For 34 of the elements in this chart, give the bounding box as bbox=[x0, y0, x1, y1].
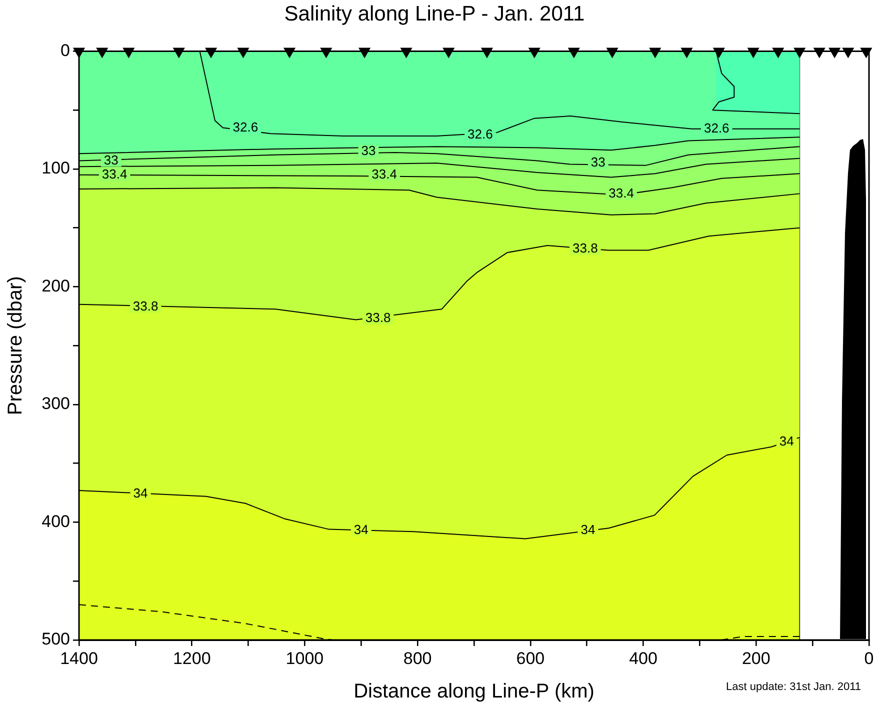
y-tick-label: 100 bbox=[42, 158, 70, 178]
y-tick-label: 400 bbox=[42, 512, 70, 531]
x-tick-label: 200 bbox=[742, 648, 770, 668]
x-tick-label: 800 bbox=[403, 648, 432, 668]
annotation: 33.4 bbox=[608, 185, 634, 200]
annotation: 34 bbox=[354, 522, 368, 538]
y-tick-label: 200 bbox=[42, 276, 70, 296]
y-tick-label: 300 bbox=[42, 394, 70, 414]
x-tick-label: 1200 bbox=[172, 648, 211, 668]
annotation: 33 bbox=[361, 142, 376, 158]
x-tick-label: 400 bbox=[629, 648, 658, 668]
annotation: 33.4 bbox=[372, 166, 397, 182]
x-tick-label: 1000 bbox=[286, 648, 324, 668]
x-axis-title: Distance along Line-P (km) bbox=[354, 680, 594, 703]
y-axis-title: Pressure (dbar) bbox=[4, 276, 27, 416]
annotation: 34 bbox=[133, 486, 148, 501]
annotation: 33.4 bbox=[102, 166, 128, 182]
annotation: 34 bbox=[580, 522, 596, 538]
y-tick-label: 500 bbox=[42, 630, 70, 649]
annotation: 33.8 bbox=[572, 240, 598, 256]
chart-title: Salinity along Line-P - Jan. 2011 bbox=[284, 2, 585, 26]
x-tick-label: 600 bbox=[516, 648, 545, 668]
x-tick-label: 1400 bbox=[60, 648, 98, 668]
annotation: 34 bbox=[779, 434, 794, 449]
annotation: 32.6 bbox=[232, 119, 258, 134]
text: Last update: 31st Jan. 2011 bbox=[726, 681, 861, 694]
annotation: 32.6 bbox=[704, 120, 730, 136]
x-tick-label: 0 bbox=[864, 648, 874, 668]
annotation: 33.8 bbox=[132, 298, 158, 314]
annotation: 33 bbox=[590, 154, 606, 170]
annotation: 33 bbox=[104, 152, 118, 168]
annotation: 32.6 bbox=[468, 126, 493, 142]
y-tick-label: 0 bbox=[60, 40, 70, 60]
annotation: 33.8 bbox=[365, 310, 391, 326]
